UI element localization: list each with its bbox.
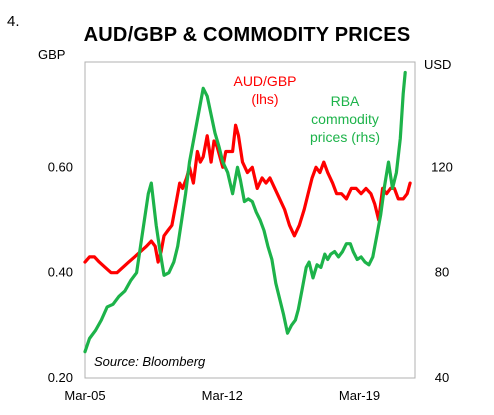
series-label-0: AUD/GBP <box>233 73 296 89</box>
plot-frame <box>84 61 416 379</box>
left-axis-ticks: 0.20 0.40 0.60 <box>48 159 73 385</box>
series-labels: AUD/GBP (lhs) RBA commodity prices (rhs) <box>233 73 380 145</box>
right-axis-unit: USD <box>424 57 451 72</box>
series-label-0: (lhs) <box>251 91 278 107</box>
source-note: Source: Bloomberg <box>94 354 206 369</box>
right-axis-ticks: 40 80 120 <box>431 159 453 385</box>
chart-title: AUD/GBP & COMMODITY PRICES <box>83 24 411 46</box>
x-tick-label: Mar-19 <box>339 388 380 403</box>
left-tick-label: 0.20 <box>48 370 73 385</box>
x-axis-ticks: Mar-05 Mar-12 Mar-19 <box>64 388 380 403</box>
left-tick-label: 0.60 <box>48 159 73 174</box>
right-tick-label: 120 <box>431 159 453 174</box>
series-line-1 <box>83 70 407 354</box>
series-label-1: RBA <box>331 93 360 109</box>
series-label-1: commodity <box>311 111 379 127</box>
right-tick-label: 40 <box>435 370 449 385</box>
x-tick-label: Mar-12 <box>202 388 243 403</box>
series-line-0 <box>83 123 412 275</box>
x-tick-label: Mar-05 <box>64 388 105 403</box>
right-tick-label: 80 <box>435 265 449 280</box>
figure-number: 4. <box>7 13 20 30</box>
left-tick-label: 0.40 <box>48 265 73 280</box>
series-lines <box>83 70 412 354</box>
left-axis-unit: GBP <box>38 47 65 62</box>
series-label-1: prices (rhs) <box>310 129 380 145</box>
